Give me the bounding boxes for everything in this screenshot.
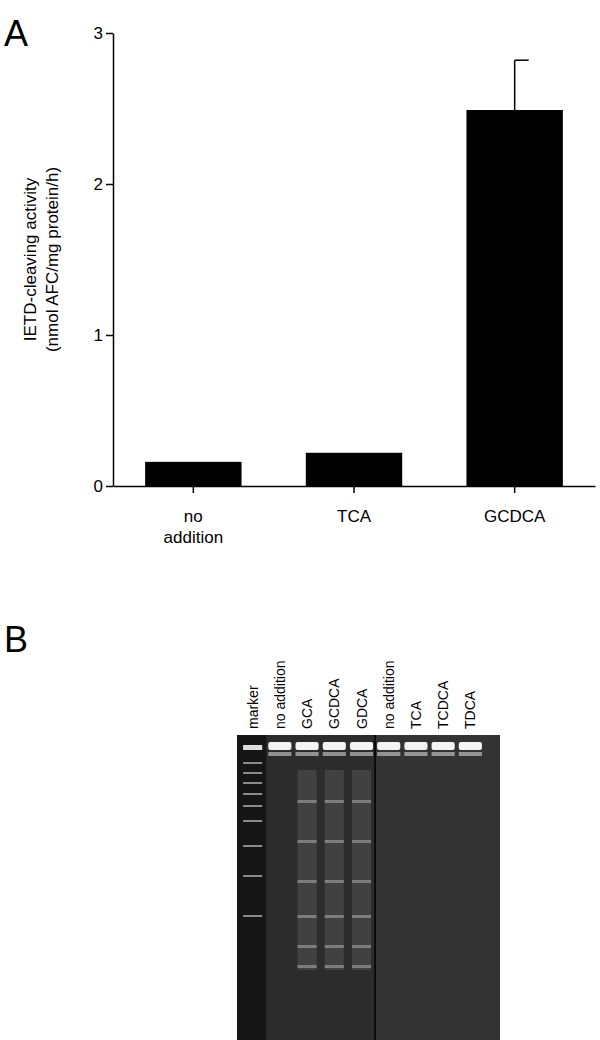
marker-band	[243, 915, 262, 917]
marker-band	[243, 782, 262, 784]
dna-ladder-band	[352, 840, 371, 843]
gel-second	[375, 735, 500, 1040]
lane-label: no addition	[381, 660, 397, 729]
lane-label: TCA	[408, 700, 424, 729]
y-tick-mark	[106, 184, 113, 186]
gel-well-shadow	[296, 752, 319, 756]
dna-ladder-band	[325, 840, 344, 843]
gel-well-shadow	[432, 752, 455, 756]
y-tick-label: 2	[94, 175, 103, 194]
dna-ladder-band	[352, 965, 371, 968]
dna-ladder-band	[298, 800, 317, 803]
y-tick-label: 0	[94, 477, 103, 496]
gel-background	[237, 735, 500, 1040]
x-axis	[114, 486, 596, 493]
bar	[466, 110, 562, 486]
gel-well	[459, 742, 482, 750]
x-tick-mark	[353, 486, 355, 493]
dna-ladder-band	[298, 840, 317, 843]
gel-well	[268, 742, 291, 750]
gel-well	[350, 742, 373, 750]
gel-well	[404, 742, 427, 750]
x-tick-mark	[514, 486, 516, 493]
dna-ladder-band	[325, 800, 344, 803]
marker-band	[243, 820, 262, 822]
lane-label: no addition	[272, 660, 288, 729]
dna-ladder-band	[298, 915, 317, 918]
gel-well-shadow	[268, 752, 291, 756]
lane-label: TDCA	[462, 690, 478, 729]
marker-band	[243, 845, 262, 847]
lane-label: TCDCA	[435, 680, 451, 729]
bar	[145, 462, 241, 486]
lane-label: marker	[245, 685, 261, 729]
error-bar	[515, 60, 529, 110]
lane-label: GCDCA	[326, 678, 342, 729]
gel-well-shadow	[459, 752, 482, 756]
dna-smear	[352, 770, 371, 970]
marker-band	[243, 762, 262, 764]
lane-label: GDCA	[354, 688, 370, 729]
gel-well-shadow	[323, 752, 346, 756]
error-bar-stem	[514, 60, 516, 110]
gel-divider	[374, 735, 376, 1040]
y-tick: 2	[94, 175, 113, 194]
bars	[145, 60, 563, 486]
y-axis-line	[113, 34, 115, 487]
gel-well	[377, 742, 400, 750]
dna-ladder-band	[352, 880, 371, 883]
gel-well	[432, 742, 455, 750]
x-tick-label: GCDCA	[484, 507, 546, 526]
dna-ladder-band	[298, 965, 317, 968]
gel-well	[296, 742, 319, 750]
y-axis: 0 1 2 3	[94, 24, 114, 496]
figure: A B 0 1 2 3 noaddition TCA GCDCA IETD-cleaving ac…	[0, 0, 600, 1040]
gel-well-shadow	[377, 752, 400, 756]
dna-ladder-band	[352, 945, 371, 948]
dna-ladder-band	[352, 915, 371, 918]
x-tick-mark	[193, 486, 195, 493]
gel-well	[323, 742, 346, 750]
gel-well-shadow	[350, 752, 373, 756]
marker-band	[243, 793, 262, 795]
y-tick-label: 1	[94, 326, 103, 345]
gel	[237, 735, 500, 1040]
y-tick: 3	[94, 24, 113, 43]
y-tick-label: 3	[94, 24, 103, 43]
dna-ladder-band	[325, 965, 344, 968]
gel-well-shadow	[404, 752, 427, 756]
y-axis-title: IETD-cleaving activity(nmol AFC/mg prote…	[21, 167, 62, 352]
x-tick-label: noaddition	[164, 507, 224, 547]
dna-ladder-band	[298, 945, 317, 948]
dna-smear	[325, 770, 344, 970]
marker-band	[243, 745, 262, 750]
marker-band	[243, 875, 262, 877]
dna-ladder-band	[325, 945, 344, 948]
x-tick	[354, 486, 355, 493]
panel-label: A	[4, 13, 28, 54]
bar	[306, 453, 402, 486]
y-tick-mark	[106, 33, 113, 35]
y-tick: 1	[94, 326, 113, 345]
dna-smear	[298, 770, 317, 970]
dna-ladder-band	[325, 880, 344, 883]
y-tick-mark	[106, 486, 113, 488]
dna-ladder-band	[298, 880, 317, 883]
x-tick-label: TCA	[337, 507, 372, 526]
error-bar-cap	[515, 59, 529, 61]
x-tick	[514, 486, 515, 493]
gel-marker-strip	[237, 735, 266, 1040]
marker-band	[243, 805, 262, 807]
x-tick	[193, 486, 194, 493]
y-tick: 0	[94, 477, 113, 496]
panel-label: B	[4, 619, 28, 660]
y-tick-mark	[106, 335, 113, 337]
marker-band	[243, 772, 262, 774]
lane-label: GCA	[299, 698, 315, 729]
dna-ladder-band	[325, 915, 344, 918]
dna-ladder-band	[352, 800, 371, 803]
